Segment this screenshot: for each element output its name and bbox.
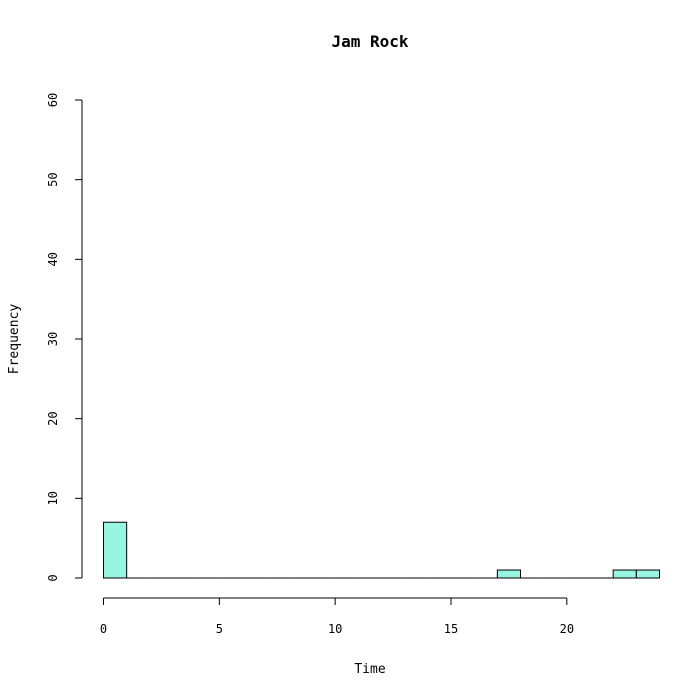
chart-title: Jam Rock bbox=[331, 32, 408, 51]
y-axis: 0 10 20 30 40 50 60 bbox=[46, 93, 83, 582]
y-tick-label-6: 60 bbox=[46, 93, 60, 107]
x-tick-label-3: 15 bbox=[444, 622, 458, 636]
histogram-bar-23 bbox=[635, 569, 660, 579]
x-tick-label-4: 20 bbox=[560, 622, 574, 636]
y-tick-label-1: 10 bbox=[46, 491, 60, 505]
x-tick-label-0: 0 bbox=[100, 622, 107, 636]
x-axis: 0 5 10 15 20 bbox=[100, 597, 574, 636]
histogram-bars bbox=[103, 521, 660, 579]
x-tick-label-2: 10 bbox=[328, 622, 342, 636]
histogram-bar-22 bbox=[612, 569, 637, 579]
y-tick-label-2: 20 bbox=[46, 411, 60, 425]
x-tick-label-1: 5 bbox=[216, 622, 223, 636]
histogram-bar-17 bbox=[496, 569, 522, 579]
y-tick-label-3: 30 bbox=[46, 332, 60, 346]
y-tick-label-4: 40 bbox=[46, 252, 60, 266]
y-axis-label: Frequency bbox=[7, 304, 22, 375]
histogram-bar-0 bbox=[103, 521, 128, 579]
x-axis-label: Time bbox=[354, 662, 385, 677]
y-tick-label-0: 0 bbox=[46, 574, 60, 581]
y-tick-label-5: 50 bbox=[46, 172, 60, 186]
